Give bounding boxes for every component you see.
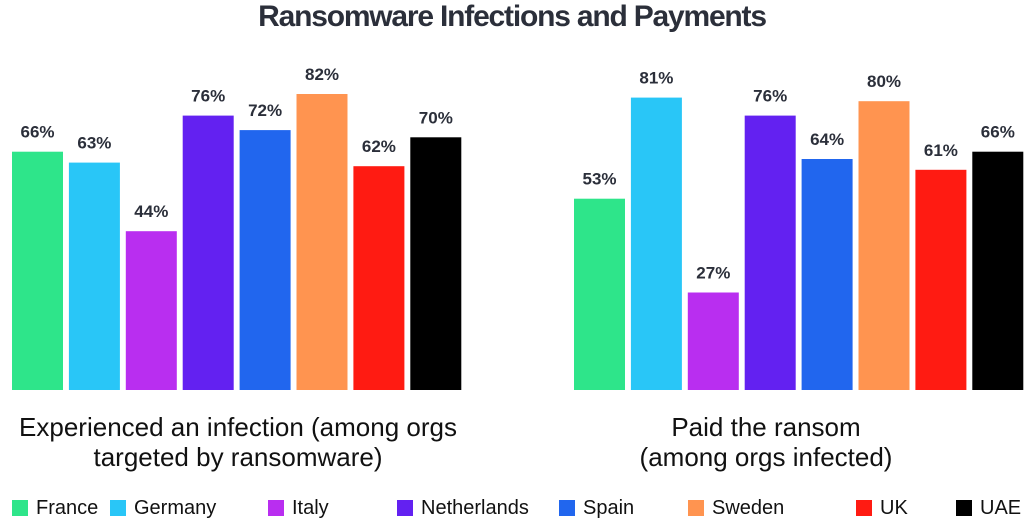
data-label-france: 53% — [582, 170, 616, 189]
data-label-sweden: 82% — [305, 65, 339, 84]
bar-netherlands — [744, 115, 796, 390]
bar-italy — [125, 231, 177, 390]
bar-uae — [410, 137, 462, 390]
legend-item-uae: UAE — [956, 496, 1021, 520]
legend: France Germany Italy Netherlands Spain Sweden… — [0, 496, 1024, 520]
chart-title: Ransomware Infections and Payments — [258, 0, 767, 33]
legend-swatch-netherlands — [397, 500, 413, 516]
panel-infection: 66% 63% 44% 76% 72% 82% 62% 70% — [12, 65, 462, 390]
legend-label-germany: Germany — [134, 496, 217, 519]
data-label-netherlands: 76% — [191, 87, 225, 106]
bar-uk — [353, 166, 405, 390]
bar-sweden — [858, 101, 910, 390]
legend-swatch-spain — [559, 500, 575, 516]
data-label-germany: 63% — [77, 134, 111, 153]
data-label-spain: 64% — [810, 130, 844, 149]
data-label-uae: 66% — [981, 123, 1015, 142]
bar-chart-svg: 66% 63% 44% 76% 72% 82% 62% 70% 53% 81% 27% 76% 64% 8… — [12, 65, 1024, 390]
caption-line: (among orgs infected) — [639, 442, 893, 472]
legend-swatch-germany — [110, 500, 126, 516]
bar-italy — [687, 292, 739, 390]
panel-ransom-paid: 53% 81% 27% 76% 64% 80% 61% 66% — [574, 69, 1024, 390]
bar-france — [574, 198, 625, 390]
caption-line: Paid the ransom — [671, 412, 861, 442]
bar-sweden — [296, 94, 348, 390]
data-label-germany: 81% — [639, 69, 673, 88]
legend-label-uae: UAE — [980, 496, 1022, 519]
legend-item-germany: Germany — [110, 496, 216, 520]
legend-label-netherlands: Netherlands — [421, 496, 529, 519]
legend-swatch-france — [12, 500, 28, 516]
legend-label-spain: Spain — [583, 496, 635, 519]
legend-item-spain: Spain — [559, 496, 634, 520]
data-label-netherlands: 76% — [753, 87, 787, 106]
bar-spain — [801, 159, 853, 390]
data-label-italy: 27% — [696, 264, 730, 283]
legend-label-france: France — [36, 496, 99, 519]
data-label-uk: 62% — [362, 137, 396, 156]
legend-item-sweden: Sweden — [688, 496, 784, 520]
data-label-spain: 72% — [248, 101, 282, 120]
data-label-uk: 61% — [924, 141, 958, 160]
caption-line: targeted by ransomware) — [93, 442, 383, 472]
bar-uk — [915, 169, 967, 390]
data-label-italy: 44% — [134, 202, 168, 221]
data-label-sweden: 80% — [867, 72, 901, 91]
legend-swatch-uae — [956, 500, 972, 516]
bar-uae — [972, 151, 1024, 390]
bar-germany — [68, 162, 120, 390]
data-label-uae: 70% — [419, 108, 453, 127]
panel-caption-ransom-paid: Paid the ransom (among orgs infected) — [566, 412, 966, 472]
legend-swatch-italy — [268, 500, 284, 516]
legend-item-netherlands: Netherlands — [397, 496, 529, 520]
legend-swatch-sweden — [688, 500, 704, 516]
panel-caption-infection: Experienced an infection (among orgs tar… — [0, 412, 476, 472]
data-label-france: 66% — [20, 123, 54, 142]
bar-france — [12, 151, 63, 390]
legend-label-italy: Italy — [292, 496, 329, 519]
legend-swatch-uk — [856, 500, 872, 516]
legend-item-italy: Italy — [268, 496, 329, 520]
bar-netherlands — [182, 115, 234, 390]
legend-item-uk: UK — [856, 496, 908, 520]
caption-line: Experienced an infection (among orgs — [19, 412, 457, 442]
bar-spain — [239, 130, 291, 390]
legend-item-france: France — [12, 496, 98, 520]
bar-germany — [630, 97, 682, 390]
legend-label-uk: UK — [880, 496, 908, 519]
legend-label-sweden: Sweden — [712, 496, 785, 519]
